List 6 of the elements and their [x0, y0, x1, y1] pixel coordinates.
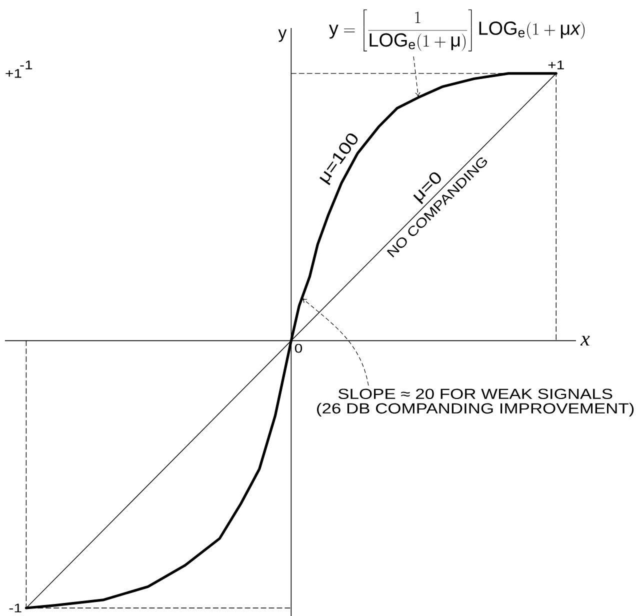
annotation: SLOPE ≈ 20 FOR WEAK SIGNALS [338, 388, 612, 400]
x-axis-title: x [580, 336, 590, 346]
annotation: $\mathrm{y}=\left[\frac{1}{\mathrm{LOG}_{\mathrm{e}}(1+\mathrm{μ})}\right]\mathrm{LOG}_{\mathrm{e}}(1+\mathrm{μ}\mathit{x})$ [329, 9, 585, 52]
y-axis-title: y [278, 29, 287, 42]
annotation: 0 [294, 344, 302, 353]
annotation: (26 DB COMPANDING IMPROVEMENT) [317, 402, 634, 416]
